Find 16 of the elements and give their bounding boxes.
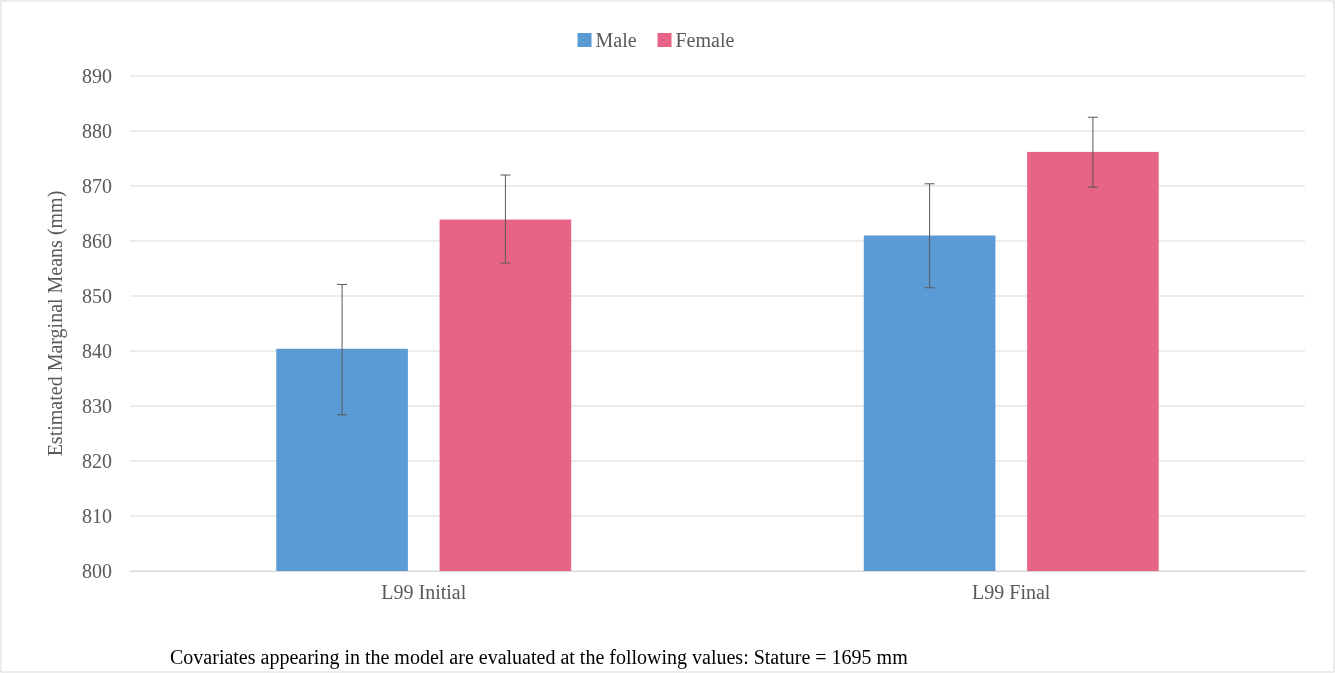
y-tick-label: 850: [82, 284, 112, 307]
x-tick-label: L99 Final: [972, 581, 1051, 604]
x-tick-label: L99 Initial: [381, 581, 467, 604]
y-tick-label: 810: [82, 504, 112, 527]
text: Covariates appearing in the model are evaluated at the following values: Stature = 1695 mm: [170, 646, 909, 669]
y-tick-label: 840: [82, 339, 112, 362]
y-tick-label: 820: [82, 449, 112, 472]
y-tick-label: 800: [82, 559, 112, 582]
legend-label: Male: [595, 29, 637, 51]
y-axis-title: Estimated Marginal Means (mm): [44, 190, 67, 457]
legend-label: Female: [675, 29, 735, 51]
y-tick-label: 870: [82, 174, 112, 197]
y-tick-label: 890: [82, 64, 112, 87]
y-tick-label: 880: [82, 119, 112, 142]
y-tick-label: 830: [82, 394, 112, 417]
y-tick-label: 860: [82, 229, 112, 252]
